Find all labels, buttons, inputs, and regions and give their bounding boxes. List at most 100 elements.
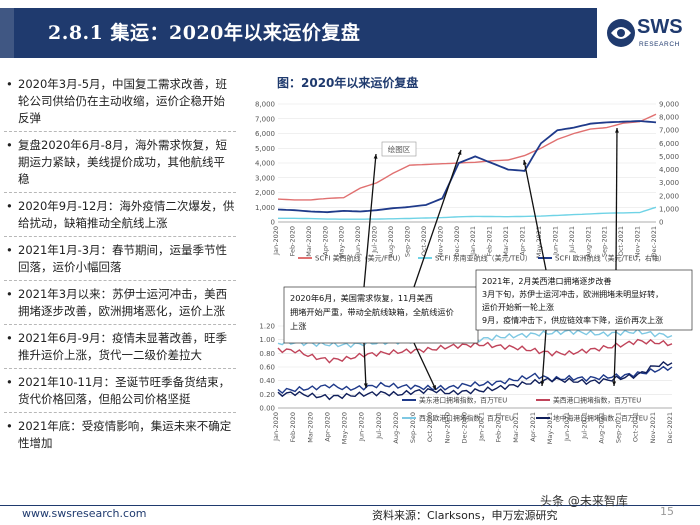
divider <box>4 280 236 282</box>
x-tick-label: Jan-2021 <box>469 226 477 256</box>
y-tick-label: 0.80 <box>259 350 275 358</box>
divider <box>4 131 236 133</box>
y-right-tick-label: 2,000 <box>659 192 679 200</box>
x-tick-label: Apr-2021 <box>519 226 527 256</box>
x-tick-label: Jul-2021 <box>580 412 588 440</box>
bullet-item: 复盘2020年6月-8月，海外需求恢复，短期运力紧缺，美线提价成功，其他航线平稳 <box>4 137 236 188</box>
x-tick-label: Feb-2020 <box>288 226 296 256</box>
y-right-tick-label: 1,000 <box>659 205 679 213</box>
x-tick-label: Nov-2020 <box>443 412 451 443</box>
series-line <box>277 360 673 401</box>
y-right-tick-label: 0 <box>659 219 663 227</box>
divider <box>4 324 236 326</box>
x-tick-label: Aug-2020 <box>387 226 395 258</box>
divider <box>4 412 236 414</box>
footer-divider <box>0 505 700 506</box>
x-tick-label: Sep-2021 <box>601 226 609 257</box>
callout-left-box <box>283 286 479 344</box>
page-title: 2.8.1 集运：2020年以来运价复盘 <box>48 22 361 44</box>
y-tick-label: 5,000 <box>255 145 275 153</box>
bullet-item: 2020年9月-12月：海外疫情二次爆发，供给扰动，缺箱推动全航线上涨 <box>4 198 236 232</box>
callout-right-text: 9月，疫情冲击下，供应链效率下降，运价再次上涨 <box>482 315 663 325</box>
x-tick-label: Mar-2021 <box>502 226 510 257</box>
x-tick-label: Oct-2020 <box>420 226 428 256</box>
x-tick-label: May-2020 <box>341 412 349 444</box>
y-right-tick-label: 3,000 <box>659 179 679 187</box>
arrow-line <box>363 153 377 288</box>
legend-label: 西北欧港口拥堵指数，百万TEU <box>419 414 514 423</box>
x-tick-label: Oct-2021 <box>617 226 625 256</box>
divider <box>4 192 236 194</box>
x-tick-label: Sep-2020 <box>409 412 417 443</box>
charts-area: 0 1,000 2,000 3,000 4,000 5,000 6,000 7,000 8,00… <box>255 101 693 444</box>
arrow-head <box>540 381 545 386</box>
x-tick-label: Dec-2020 <box>453 226 461 257</box>
y-tick-label: 3,000 <box>255 174 275 182</box>
x-tick-label: Sep-2021 <box>615 412 623 443</box>
x-tick-label: Nov-2021 <box>634 226 642 257</box>
y-tick-label: 1,000 <box>255 204 275 212</box>
plot-area-label-box <box>381 141 417 157</box>
arrow-head <box>432 385 436 390</box>
y-tick-label: 1.00 <box>259 336 275 344</box>
x-tick-label: Aug-2021 <box>584 226 592 258</box>
callout-left-text: 上涨 <box>290 321 306 331</box>
callout-left-text: 2020年6月，美国需求恢复，11月美西 <box>290 293 433 303</box>
x-tick-label: Feb-2021 <box>486 226 494 256</box>
divider <box>4 236 236 238</box>
x-tick-label: May-2020 <box>338 226 346 258</box>
arrow-head <box>612 381 617 386</box>
x-tick-label: Dec-2021 <box>666 412 674 443</box>
y-right-tick-label: 7,000 <box>659 127 679 135</box>
callout-left-text: 拥堵开始严重，带动全航线缺箱，全航线运价 <box>290 307 454 317</box>
callout-right-box <box>475 269 693 331</box>
series-line <box>277 113 657 201</box>
arrow-head <box>522 160 527 165</box>
x-tick-label: Jun-2021 <box>551 226 559 256</box>
x-tick-label: May-2021 <box>535 226 543 258</box>
bullet-item: 2021年6月-9月：疫情未显著改善，旺季推升运价上涨，货代一二级价差拉大 <box>4 330 236 364</box>
bullet-item: 2020年3月-5月，中国复工需求改善，班轮公司供给仍在主动收缩，运价企稳开始反… <box>4 76 236 127</box>
x-tick-label: Jul-2020 <box>375 412 383 440</box>
bullet-item: 2021年底：受疫情影响，集运未来不确定性增加 <box>4 418 236 452</box>
x-tick-label: Apr-2020 <box>323 412 331 442</box>
y-right-tick-label: 8,000 <box>659 114 679 122</box>
y-tick-label: 0.60 <box>259 364 275 372</box>
x-tick-label: Dec-2021 <box>650 226 658 257</box>
divider <box>4 368 236 370</box>
x-tick-label: Jun-2020 <box>358 412 366 442</box>
bullet-item: 2021年1月-3月：春节期间，运量季节性回落，运价小幅回落 <box>4 242 236 276</box>
y-tick-label: 6,000 <box>255 130 275 138</box>
arrow-head <box>373 154 378 159</box>
footer-source: 资料来源：Clarksons，申万宏源研究 <box>372 509 558 522</box>
bullet-item: 2021年10-11月：圣诞节旺季备货结束，货代价格回落，但船公司价格坚挺 <box>4 374 236 408</box>
x-tick-label: Jul-2020 <box>371 226 379 254</box>
x-tick-label: Apr-2020 <box>321 226 329 256</box>
chart-title: 图：2020年以来运价复盘 <box>277 76 419 90</box>
series-line <box>277 365 673 394</box>
y-tick-label: 0 <box>271 219 275 227</box>
x-tick-label: Mar-2021 <box>512 412 520 443</box>
sws-logo-icon <box>607 19 635 47</box>
y-tick-label: 7,000 <box>255 115 275 123</box>
x-tick-label: Mar-2020 <box>306 412 314 443</box>
arrow-head <box>615 128 619 133</box>
legend-label: 美西港口拥堵指数，百万TEU <box>553 396 641 405</box>
x-tick-label: Jun-2021 <box>563 412 571 442</box>
sws-logo: SWS RESEARCH <box>603 8 695 58</box>
header: 2.8.1 集运：2020年以来运价复盘 SWS RESEARCH <box>0 0 700 74</box>
footer-url[interactable]: www.swsresearch.com <box>22 507 147 520</box>
series-line <box>277 120 657 214</box>
logo-text: SWS <box>637 16 683 38</box>
legend-label: SCFI 欧洲航线（美元/TEU，右轴） <box>555 254 666 263</box>
y-tick-label: 0.20 <box>259 391 275 399</box>
x-tick-label: Apr-2021 <box>529 412 537 442</box>
y-right-tick-label: 4,000 <box>659 166 679 174</box>
arrow-line <box>413 342 437 391</box>
x-tick-label: Feb-2020 <box>289 412 297 442</box>
x-tick-label: Feb-2021 <box>495 412 503 442</box>
x-tick-label: Jan-2020 <box>272 226 280 256</box>
x-tick-label: Nov-2020 <box>436 226 444 257</box>
watermark: 头条 @未来智库 <box>540 494 628 508</box>
page-number: 15 <box>660 505 674 518</box>
